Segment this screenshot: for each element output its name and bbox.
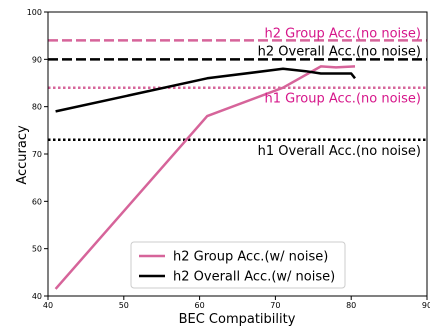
x-tick-label-70: 70 — [270, 301, 280, 310]
y-tick-label-100: 100 — [27, 8, 42, 17]
legend: h2 Group Acc.(w/ noise) h2 Overall Acc.(w… — [130, 241, 346, 289]
legend-label-1: h2 Group Acc.(w/ noise) — [173, 250, 328, 265]
y-tick-label-90: 90 — [32, 55, 42, 64]
y-axis-label: Accuracy — [15, 125, 30, 185]
reference-label-1: h2 Group Acc.(no noise) — [265, 26, 422, 41]
x-axis-label: BEC Compatibility — [179, 312, 296, 327]
series-line-1 — [54, 65, 356, 290]
x-tick-label-40: 40 — [43, 301, 53, 310]
reference-labels: h2 Group Acc.(no noise) h2 Overall Acc.(n… — [258, 26, 421, 158]
legend-label-2: h2 Overall Acc.(w/ noise) — [173, 270, 335, 285]
y-tick-label-50: 50 — [32, 245, 42, 254]
legend-box — [130, 241, 346, 289]
x-tick-label-80: 80 — [346, 301, 356, 310]
x-tick-label-60: 60 — [195, 301, 205, 310]
x-tick-label-90: 90 — [422, 301, 430, 310]
reference-label-4: h1 Overall Acc.(no noise) — [258, 144, 421, 159]
y-tick-label-80: 80 — [32, 103, 42, 112]
reference-label-3: h1 Group Acc.(no noise) — [265, 92, 422, 107]
series-lines — [54, 65, 356, 290]
series-line-2 — [55, 67, 356, 113]
y-tick-label-40: 40 — [32, 292, 42, 301]
axes: 40 50 60 70 80 90 40 50 60 70 80 90 100 — [27, 8, 430, 310]
reference-lines — [48, 39, 427, 142]
reference-label-2: h2 Overall Acc.(no noise) — [258, 44, 421, 59]
x-tick-label-50: 50 — [119, 301, 129, 310]
y-tick-label-70: 70 — [32, 150, 42, 159]
y-tick-label-60: 60 — [32, 197, 42, 206]
